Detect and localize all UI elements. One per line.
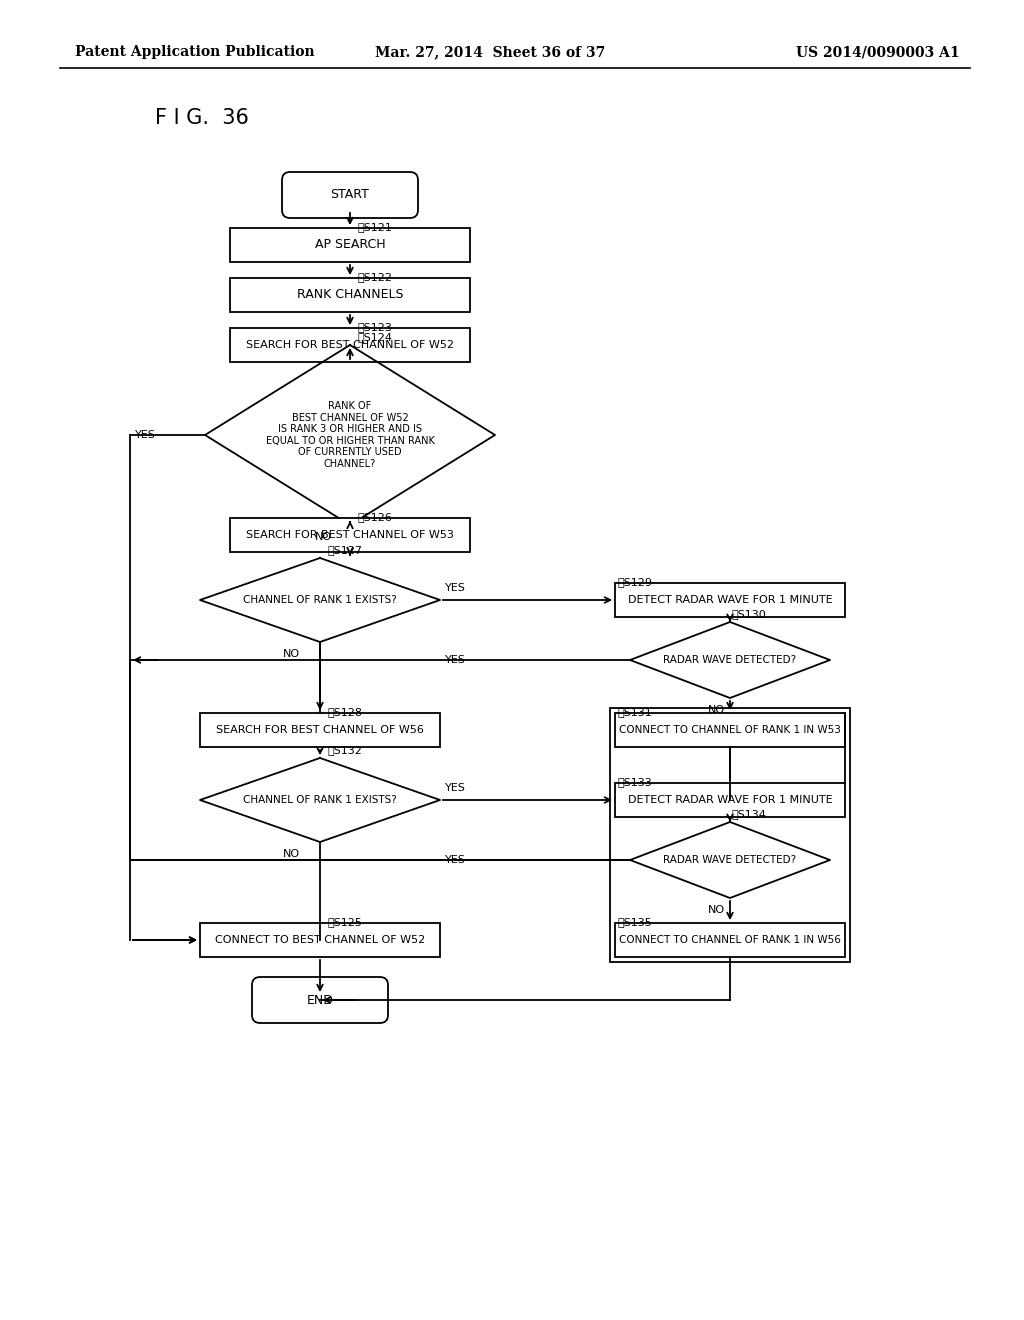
Text: CONNECT TO CHANNEL OF RANK 1 IN W56: CONNECT TO CHANNEL OF RANK 1 IN W56 (620, 935, 841, 945)
Text: START: START (331, 189, 370, 202)
Text: YES: YES (135, 430, 156, 440)
Text: ⲨS132: ⲨS132 (328, 744, 362, 755)
Text: YES: YES (445, 583, 466, 593)
FancyBboxPatch shape (230, 228, 470, 261)
Text: ⲨS134: ⲨS134 (732, 809, 767, 818)
Text: ⲨS133: ⲨS133 (617, 777, 651, 787)
Text: END: END (306, 994, 334, 1006)
Text: CHANNEL OF RANK 1 EXISTS?: CHANNEL OF RANK 1 EXISTS? (243, 595, 397, 605)
Text: ⲨS130: ⲨS130 (732, 609, 767, 619)
Text: NO: NO (708, 705, 725, 715)
Text: YES: YES (445, 783, 466, 793)
Text: ⲨS122: ⲨS122 (358, 272, 393, 282)
Text: SEARCH FOR BEST CHANNEL OF W52: SEARCH FOR BEST CHANNEL OF W52 (246, 341, 454, 350)
Text: RANK CHANNELS: RANK CHANNELS (297, 289, 403, 301)
Text: RADAR WAVE DETECTED?: RADAR WAVE DETECTED? (664, 655, 797, 665)
Text: ⲨS135: ⲨS135 (617, 917, 651, 927)
Text: ⲨS129: ⲨS129 (617, 577, 652, 587)
FancyBboxPatch shape (230, 279, 470, 312)
FancyBboxPatch shape (615, 923, 845, 957)
Text: NO: NO (708, 906, 725, 915)
Text: CONNECT TO CHANNEL OF RANK 1 IN W53: CONNECT TO CHANNEL OF RANK 1 IN W53 (620, 725, 841, 735)
Polygon shape (200, 558, 440, 642)
Text: NO: NO (283, 649, 300, 659)
Polygon shape (630, 822, 830, 898)
Polygon shape (630, 622, 830, 698)
FancyBboxPatch shape (230, 327, 470, 362)
FancyBboxPatch shape (615, 583, 845, 616)
Text: ⲨS121: ⲨS121 (358, 222, 393, 232)
FancyBboxPatch shape (615, 713, 845, 747)
FancyBboxPatch shape (252, 977, 388, 1023)
Text: NO: NO (314, 532, 332, 543)
Polygon shape (200, 758, 440, 842)
Text: F I G.  36: F I G. 36 (155, 108, 249, 128)
Text: AP SEARCH: AP SEARCH (314, 239, 385, 252)
Text: Patent Application Publication: Patent Application Publication (75, 45, 314, 59)
Text: ⲨS124: ⲨS124 (358, 333, 393, 342)
Text: Mar. 27, 2014  Sheet 36 of 37: Mar. 27, 2014 Sheet 36 of 37 (375, 45, 605, 59)
Text: RANK OF
BEST CHANNEL OF W52
IS RANK 3 OR HIGHER AND IS
EQUAL TO OR HIGHER THAN R: RANK OF BEST CHANNEL OF W52 IS RANK 3 OR… (265, 401, 434, 469)
FancyBboxPatch shape (615, 783, 845, 817)
Text: CONNECT TO BEST CHANNEL OF W52: CONNECT TO BEST CHANNEL OF W52 (215, 935, 425, 945)
FancyBboxPatch shape (230, 517, 470, 552)
Text: SEARCH FOR BEST CHANNEL OF W56: SEARCH FOR BEST CHANNEL OF W56 (216, 725, 424, 735)
Bar (610, 708, 850, 962)
Text: RADAR WAVE DETECTED?: RADAR WAVE DETECTED? (664, 855, 797, 865)
Text: YES: YES (445, 655, 466, 665)
FancyBboxPatch shape (200, 713, 440, 747)
Text: YES: YES (445, 855, 466, 865)
Text: ⲨS127: ⲨS127 (328, 545, 362, 554)
Polygon shape (205, 345, 495, 525)
FancyBboxPatch shape (200, 923, 440, 957)
Text: ⲨS125: ⲨS125 (328, 917, 362, 927)
Text: US 2014/0090003 A1: US 2014/0090003 A1 (797, 45, 961, 59)
FancyBboxPatch shape (282, 172, 418, 218)
Text: CHANNEL OF RANK 1 EXISTS?: CHANNEL OF RANK 1 EXISTS? (243, 795, 397, 805)
Text: DETECT RADAR WAVE FOR 1 MINUTE: DETECT RADAR WAVE FOR 1 MINUTE (628, 595, 833, 605)
Text: SEARCH FOR BEST CHANNEL OF W53: SEARCH FOR BEST CHANNEL OF W53 (246, 531, 454, 540)
Text: ⲨS128: ⲨS128 (328, 708, 362, 717)
Text: ⲨS126: ⲨS126 (358, 512, 393, 521)
Text: ⲨS123: ⲨS123 (358, 322, 393, 333)
Text: ⲨS131: ⲨS131 (617, 708, 651, 717)
Text: DETECT RADAR WAVE FOR 1 MINUTE: DETECT RADAR WAVE FOR 1 MINUTE (628, 795, 833, 805)
Text: NO: NO (283, 849, 300, 859)
